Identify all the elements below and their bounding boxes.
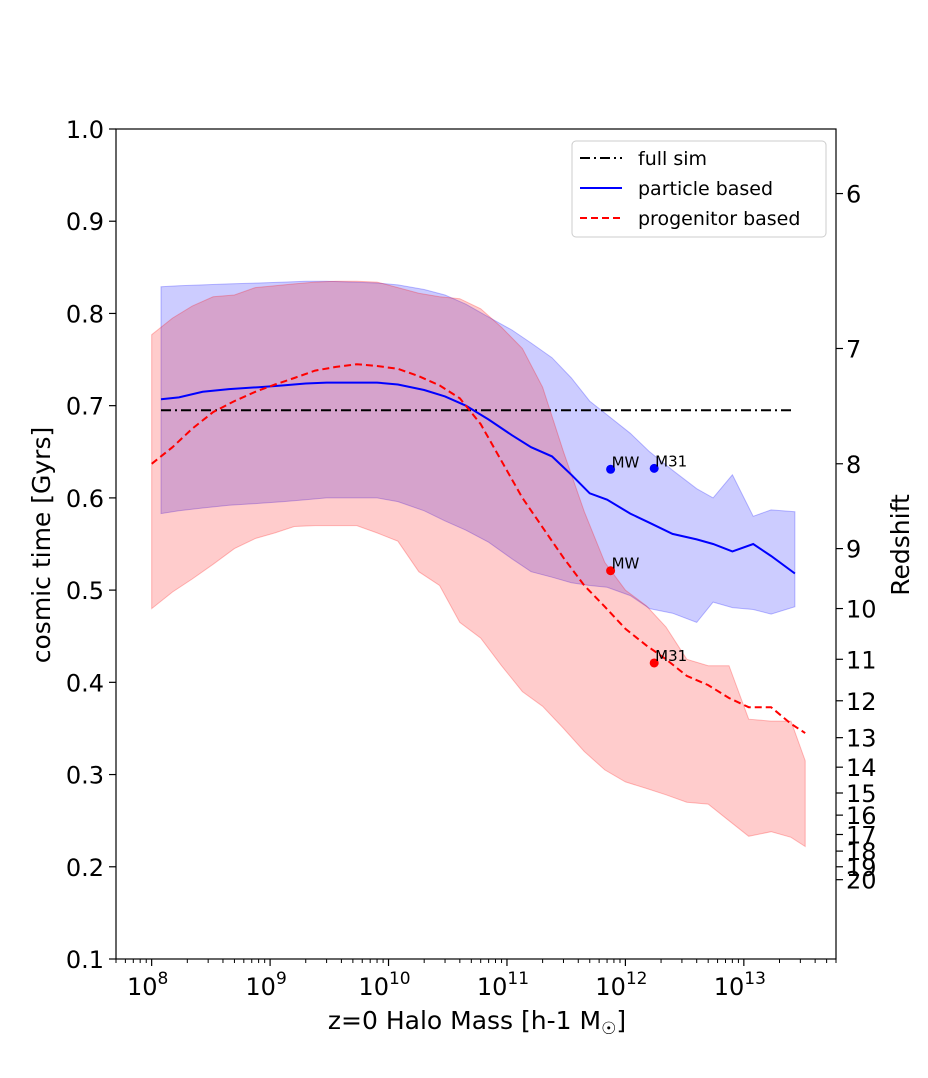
y2-tick-label: 11 <box>846 646 877 674</box>
point-marker-3 <box>649 658 659 668</box>
y2-tick-label: 15 <box>846 780 877 808</box>
y2-tick-label: 18 <box>846 838 877 866</box>
band-1 <box>151 280 806 848</box>
y-ticks: 0.1 0.2 0.3 0.4 0.5 0.6 0.7 0.8 0.9 1.0 <box>66 116 116 974</box>
x-tick-label: 1010 <box>358 969 410 1001</box>
legend-label-0: full sim <box>638 148 707 170</box>
y-tick-label: 1.0 <box>66 116 104 144</box>
point-label-1: M31 <box>655 452 687 470</box>
y2-tick-label: 7 <box>846 335 861 363</box>
legend-box <box>571 140 827 238</box>
point-marker-0 <box>606 464 616 474</box>
x-ticks: 108 109 1010 1011 1012 1013 <box>115 959 837 1001</box>
y2-tick-label: 17 <box>846 822 877 850</box>
y2-tick-label: 12 <box>846 688 877 716</box>
point-marker-1 <box>649 463 659 473</box>
y-tick-label: 0.2 <box>66 854 104 882</box>
series-line-2 <box>151 363 806 734</box>
band-0 <box>160 280 796 623</box>
point-marker-2 <box>606 566 616 576</box>
y-tick-label: 0.9 <box>66 208 104 236</box>
y-tick-label: 0.7 <box>66 393 104 421</box>
x-tick-label: 1013 <box>714 969 766 1001</box>
x-tick-label: 1012 <box>595 969 647 1001</box>
y-tick-label: 0.1 <box>66 946 104 974</box>
y-tick-label: 0.6 <box>66 485 104 513</box>
y2-axis-label: Redshift <box>886 494 915 596</box>
y2-tick-label: 16 <box>846 802 877 830</box>
series-line-1 <box>160 381 796 575</box>
x-tick-label: 108 <box>127 969 168 1001</box>
y2-tick-label: 8 <box>846 451 861 479</box>
points-layer: MW M31 MW M31 <box>606 452 687 668</box>
y-tick-label: 0.8 <box>66 300 104 328</box>
point-label-2: MW <box>612 555 640 573</box>
y2-tick-label: 13 <box>846 725 877 753</box>
x-tick-label: 1011 <box>477 969 529 1001</box>
y-tick-label: 0.3 <box>66 762 104 790</box>
point-label-0: MW <box>612 453 640 471</box>
y-tick-label: 0.5 <box>66 577 104 605</box>
y2-tick-label: 19 <box>846 854 877 882</box>
plot-frame <box>115 128 837 960</box>
y2-tick-label: 10 <box>846 596 877 624</box>
legend-label-1: particle based <box>638 178 773 200</box>
y-axis-label: cosmic time [Gyrs] <box>27 427 56 663</box>
y2-tick-label: 20 <box>846 867 877 895</box>
series-layer <box>151 363 806 734</box>
legend-label-2: progenitor based <box>638 208 800 230</box>
x-tick-label: 109 <box>245 969 286 1001</box>
legend: full sim particle based progenitor based <box>571 140 827 238</box>
x-axis-label: z=0 Halo Mass [h-1 M☉] <box>328 1006 626 1039</box>
y-tick-label: 0.4 <box>66 669 104 697</box>
y2-tick-label: 6 <box>846 181 861 209</box>
bands-layer <box>151 280 806 848</box>
y2-tick-label: 9 <box>846 536 861 564</box>
point-label-3: M31 <box>655 647 687 665</box>
y2-tick-label: 14 <box>846 754 877 782</box>
